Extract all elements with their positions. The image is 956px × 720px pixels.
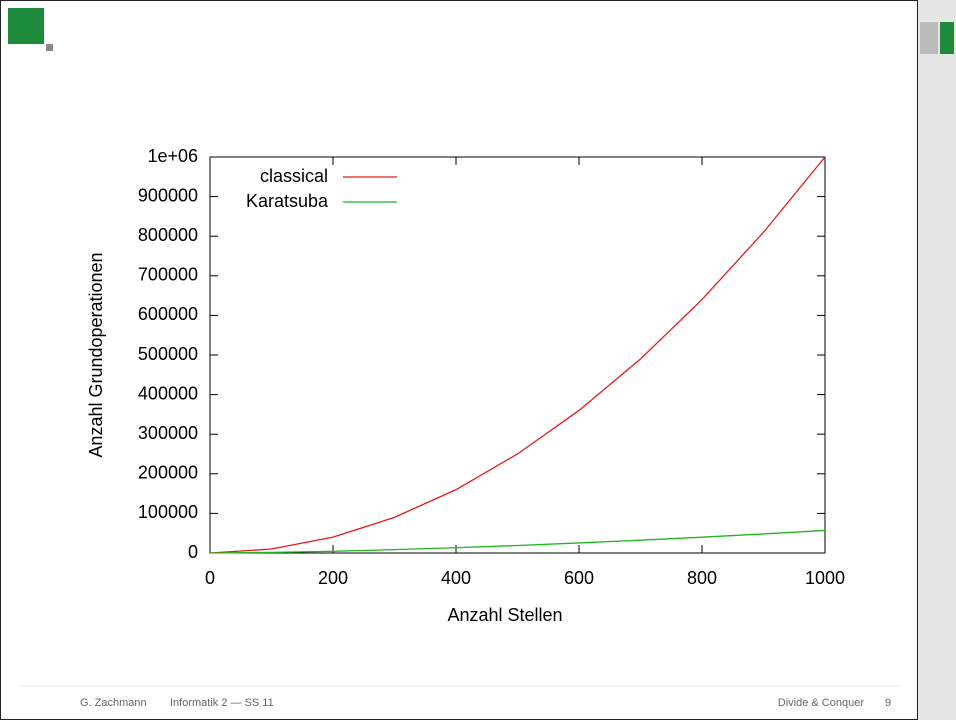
plot-frame bbox=[210, 157, 825, 553]
x-tick-label: 600 bbox=[564, 568, 594, 588]
y-tick-label: 100000 bbox=[138, 502, 198, 522]
x-tick-label: 200 bbox=[318, 568, 348, 588]
y-axis-label: Anzahl Grundoperationen bbox=[86, 252, 106, 457]
logo bbox=[8, 8, 44, 44]
footer-page: 9 bbox=[885, 697, 891, 709]
y-tick-label: 0 bbox=[188, 542, 198, 562]
x-tick-label: 1000 bbox=[805, 568, 845, 588]
y-tick-label: 400000 bbox=[138, 383, 198, 403]
y-tick-label: 300000 bbox=[138, 423, 198, 443]
portrait-icon bbox=[920, 22, 938, 54]
legend-label: classical bbox=[260, 166, 328, 186]
y-tick-label: 200000 bbox=[138, 463, 198, 483]
y-tick-label: 700000 bbox=[138, 265, 198, 285]
legend-label: Karatsuba bbox=[246, 191, 329, 211]
y-tick-label: 900000 bbox=[138, 185, 198, 205]
x-tick-label: 400 bbox=[441, 568, 471, 588]
footer-topic: Divide & Conquer bbox=[778, 697, 865, 709]
y-tick-label: 1e+06 bbox=[147, 146, 198, 166]
x-axis-label: Anzahl Stellen bbox=[447, 605, 562, 625]
portrait-band bbox=[940, 22, 954, 54]
x-tick-label: 800 bbox=[687, 568, 717, 588]
chart: G. Zachmann Informatik 2 — SS 11 Divide … bbox=[0, 0, 956, 720]
y-tick-label: 500000 bbox=[138, 344, 198, 364]
logo-dot bbox=[46, 44, 53, 51]
line bbox=[210, 530, 825, 553]
footer-author: G. Zachmann bbox=[80, 697, 147, 709]
y-tick-label: 600000 bbox=[138, 304, 198, 324]
side-panel bbox=[918, 0, 956, 720]
line bbox=[210, 157, 825, 553]
footer-course: Informatik 2 — SS 11 bbox=[170, 697, 274, 709]
slide: G. Zachmann Informatik 2 — SS 11 Divide … bbox=[0, 0, 956, 720]
x-tick-label: 0 bbox=[205, 568, 215, 588]
y-tick-label: 800000 bbox=[138, 225, 198, 245]
